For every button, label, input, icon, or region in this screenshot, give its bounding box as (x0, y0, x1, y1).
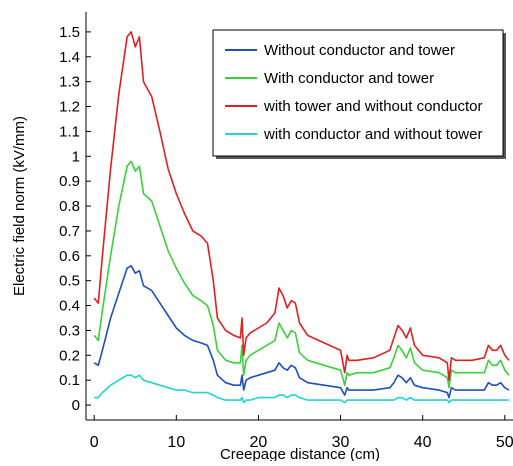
legend-label-1: With conductor and tower (264, 70, 434, 87)
x-axis-title: Creepage distance (cm) (220, 446, 380, 461)
legend-label-0: Without conductor and tower (264, 42, 455, 59)
plot-series-group (93, 31, 510, 404)
y-tick-label-15: 1.5 (59, 24, 80, 41)
y-tick-label-7: 0.7 (59, 223, 80, 240)
axes-group: 0 0.1 0.2 0.3 0.4 0.5 0.6 0.7 0.8 0.9 1 1.1 1.2 1.3 1.… (11, 12, 513, 463)
y-tick-label-6: 0.6 (59, 248, 80, 265)
series-line-1 (93, 160, 510, 389)
y-tick-label-0: 0 (72, 397, 80, 414)
x-tick-label-1: 10 (167, 434, 185, 451)
x-tick-label-3: 30 (332, 434, 350, 451)
series-line-3 (94, 374, 509, 404)
y-tick-label-12: 1.2 (59, 99, 80, 116)
legend-box (212, 29, 504, 157)
x-tick-label-5: 50 (496, 434, 513, 451)
y-tick-label-1: 0.1 (59, 372, 80, 389)
y-axis-title: Electric field norm (kV/mm) (11, 116, 28, 296)
y-tick-label-8: 0.8 (59, 198, 80, 215)
x-tick-label-2: 20 (250, 434, 268, 451)
y-tick-label-13: 1.3 (59, 74, 80, 91)
legend: Without conductor and tower With conducto… (212, 29, 506, 159)
y-tick-label-11: 1.1 (59, 123, 80, 140)
legend-label-3: with conductor and without tower (263, 126, 482, 143)
legend-label-2: with tower and without conductor (263, 98, 482, 115)
y-tick-label-5: 0.5 (59, 273, 80, 290)
y-tick-label-4: 0.4 (59, 298, 80, 315)
y-tick-label-9: 0.9 (59, 173, 80, 190)
series-line-0 (93, 264, 510, 399)
x-tick-label-0: 0 (90, 434, 99, 451)
x-tick-label-4: 40 (414, 434, 432, 451)
y-tick-label-10: 1 (72, 148, 80, 165)
y-tick-label-2: 0.2 (59, 347, 80, 364)
y-tick-label-3: 0.3 (59, 322, 80, 339)
y-tick-label-14: 1.4 (59, 49, 80, 66)
series-line-2 (93, 31, 510, 382)
